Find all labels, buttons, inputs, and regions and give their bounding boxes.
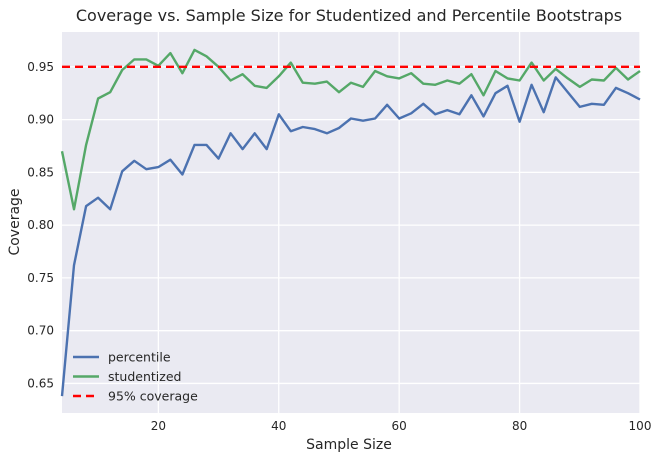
x-axis-label: Sample Size <box>306 437 392 453</box>
legend-label: percentile <box>108 350 171 365</box>
y-tick-label: 0.85 <box>27 165 54 179</box>
x-tick-label: 40 <box>271 419 286 433</box>
y-tick-label: 0.75 <box>27 271 54 285</box>
x-tick-label: 60 <box>392 419 407 433</box>
x-tick-label: 80 <box>512 419 527 433</box>
series-layer <box>60 48 641 397</box>
chart-title: Coverage vs. Sample Size for Studentized… <box>76 6 622 25</box>
y-tick-label: 0.90 <box>27 113 54 127</box>
x-tick-label: 100 <box>629 419 652 433</box>
y-tick-label: 0.80 <box>27 218 54 232</box>
tick-labels: 20 40 60 80 100 0.65 0.70 0.75 0.80 0.85 0.90 0.95 <box>27 60 651 433</box>
legend-label: studentized <box>108 369 181 384</box>
x-tick-label: 20 <box>151 419 166 433</box>
y-tick-label: 0.95 <box>27 60 54 74</box>
y-axis-label: Coverage <box>7 188 23 255</box>
y-tick-label: 0.65 <box>27 376 54 390</box>
legend: percentile studentized 95% coverage <box>73 350 198 404</box>
series-points-percentile <box>61 77 641 397</box>
series-points-studentized <box>61 49 641 210</box>
y-tick-label: 0.70 <box>27 324 54 338</box>
legend-label: 95% coverage <box>108 389 198 404</box>
